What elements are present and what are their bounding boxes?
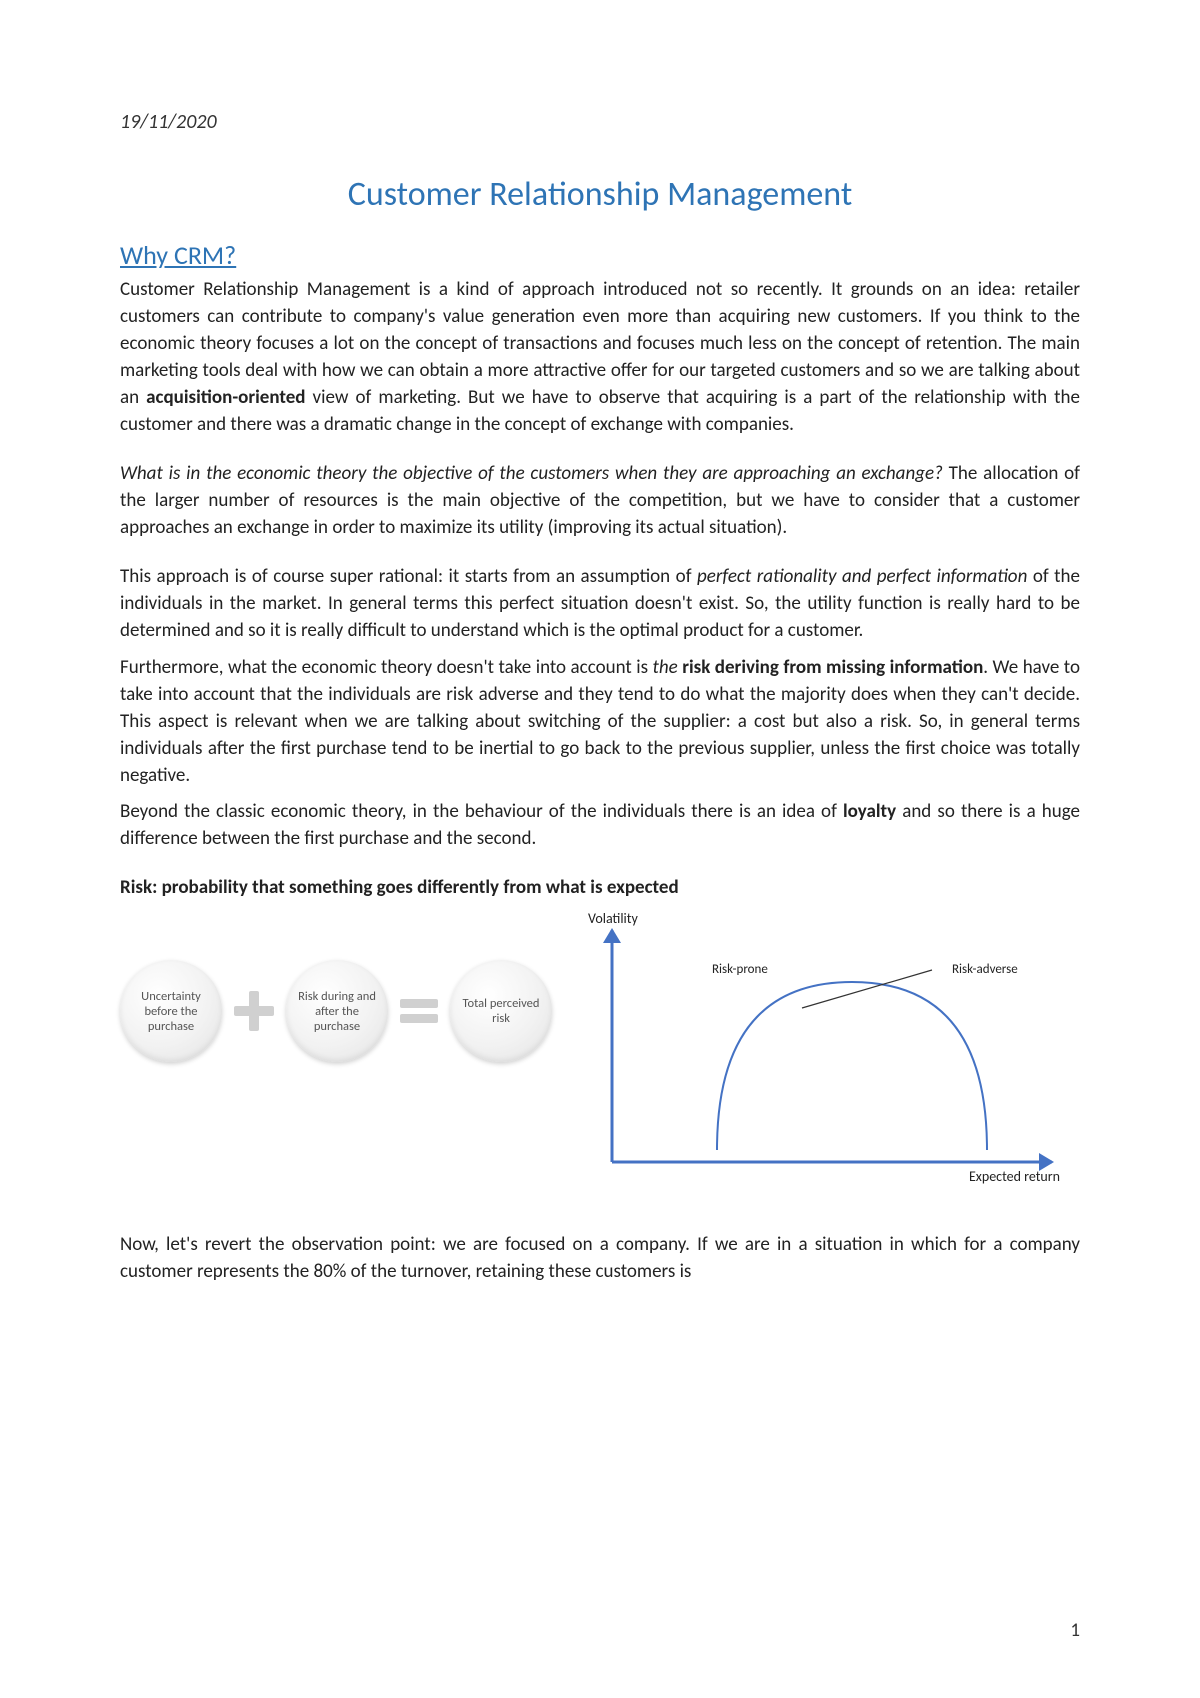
plus-icon	[234, 991, 274, 1031]
text: This approach is of course super rationa…	[120, 565, 697, 588]
text-bold: Risk	[120, 876, 152, 899]
equals-icon	[400, 999, 438, 1023]
paragraph-company-view: Now, let's revert the observation point:…	[120, 1232, 1080, 1286]
circle-risk-during: Risk during and after the purchase	[286, 960, 388, 1062]
paragraph-risk-info: Furthermore, what the economic theory do…	[120, 655, 1080, 790]
text-bold: loyalty	[843, 800, 896, 823]
text-italic: perfect rationality and perfect informat…	[697, 565, 1027, 588]
paragraph-rational: This approach is of course super rationa…	[120, 564, 1080, 645]
risk-definition: Risk: probability that something goes di…	[120, 875, 1080, 902]
text-bold: : probability that something goes differ…	[152, 876, 679, 899]
paragraph-loyalty: Beyond the classic economic theory, in t…	[120, 799, 1080, 853]
text-italic: What is in the economic theory the objec…	[120, 462, 943, 485]
circle-uncertainty: Uncertainty before the purchase	[120, 960, 222, 1062]
paragraph-intro: Customer Relationship Management is a ki…	[120, 277, 1080, 439]
document-title: Customer Relationship Management	[120, 174, 1080, 215]
section-heading-why-crm: Why CRM?	[120, 239, 1080, 271]
diagram-row: Uncertainty before the purchase Risk dur…	[120, 912, 1080, 1202]
text: Furthermore, what the economic theory do…	[120, 656, 653, 679]
text-bold: acquisition-oriented	[146, 386, 305, 409]
paragraph-objective: What is in the economic theory the objec…	[120, 461, 1080, 542]
page-number: 1	[1070, 1619, 1080, 1642]
text-italic: the	[653, 656, 678, 679]
text-bold: risk deriving from missing information	[682, 656, 983, 679]
chart-risk-adverse-label: Risk-adverse	[952, 962, 1018, 977]
chart-x-label: Expected return	[969, 1168, 1060, 1185]
text: Beyond the classic economic theory, in t…	[120, 800, 843, 823]
risk-formula: Uncertainty before the purchase Risk dur…	[120, 912, 552, 1062]
volatility-return-chart: Volatility Expected return Risk-prone Ri…	[582, 912, 1062, 1202]
circle-total-risk: Total perceived risk	[450, 960, 552, 1062]
chart-risk-prone-label: Risk-prone	[712, 962, 768, 977]
document-date: 19/11/2020	[120, 110, 1080, 134]
chart-y-label: Volatility	[588, 910, 638, 927]
